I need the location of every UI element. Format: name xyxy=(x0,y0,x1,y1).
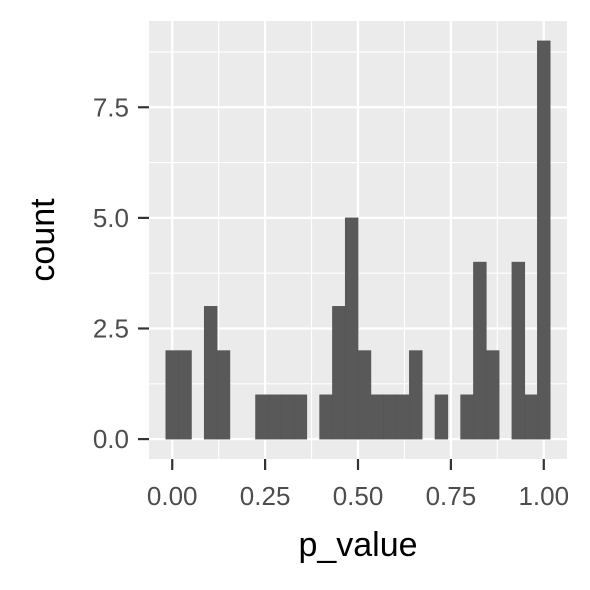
histogram-bar xyxy=(268,395,281,439)
x-tick-label: 1.00 xyxy=(518,481,569,511)
histogram-bar xyxy=(409,351,422,439)
histogram-bar xyxy=(512,262,525,439)
histogram-bar xyxy=(486,351,499,439)
histogram-bar xyxy=(473,262,486,439)
x-tick-label: 0.75 xyxy=(426,481,477,511)
histogram-bar xyxy=(320,395,333,439)
histogram-bar xyxy=(371,395,384,439)
histogram-bar xyxy=(461,395,474,439)
x-tick-label: 0.25 xyxy=(240,481,291,511)
histogram-bar xyxy=(256,395,269,439)
histogram-bar xyxy=(525,395,538,439)
histogram-bar xyxy=(537,41,550,439)
histogram-bar xyxy=(345,218,358,439)
y-tick-label: 2.5 xyxy=(93,313,129,343)
histogram-bar xyxy=(294,395,307,439)
x-axis-ticks: 0.00 0.25 0.50 0.75 1.00 xyxy=(147,459,569,511)
histogram-bar xyxy=(204,306,217,439)
histogram-bar xyxy=(332,306,345,439)
histogram-bar xyxy=(358,351,371,439)
histogram-bar xyxy=(384,395,397,439)
histogram-bar xyxy=(397,395,410,439)
histogram-bar xyxy=(217,351,230,439)
histogram-bar xyxy=(435,395,448,439)
x-axis-title: p_value xyxy=(298,526,417,564)
y-axis-title: count xyxy=(24,198,62,282)
y-axis-ticks: 0.0 2.5 5.0 7.5 xyxy=(93,92,149,454)
y-tick-label: 0.0 xyxy=(93,424,129,454)
histogram-bar xyxy=(179,351,192,439)
histogram-bar xyxy=(166,351,179,439)
x-tick-label: 0.50 xyxy=(333,481,384,511)
x-tick-label: 0.00 xyxy=(147,481,198,511)
histogram-bar xyxy=(281,395,294,439)
y-tick-label: 7.5 xyxy=(93,92,129,122)
y-tick-label: 5.0 xyxy=(93,203,129,233)
